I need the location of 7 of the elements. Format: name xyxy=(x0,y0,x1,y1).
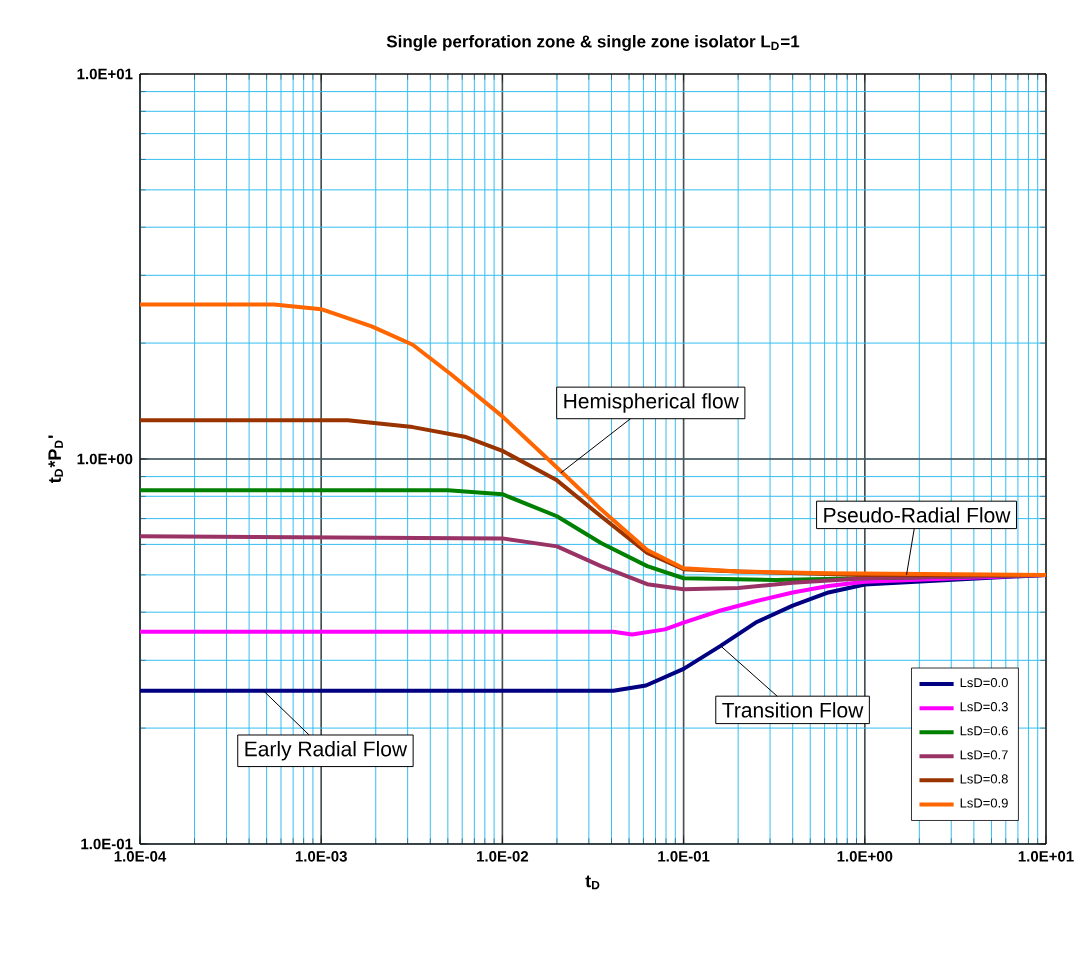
annotation: Hemispherical flow xyxy=(564,393,739,413)
annotation: Early Radial Flow xyxy=(245,740,408,761)
chart-title: Single perforation zone & single zone isolator L$_{D}$=1 xyxy=(386,35,800,51)
y-axis-title: t$_{D}$*P$_{D}$' xyxy=(48,435,63,484)
annotation: Transition Flow xyxy=(722,702,864,718)
annotation: Pseudo-Radial Flow xyxy=(824,507,1011,523)
x-axis-title: t$_{D}$ xyxy=(585,875,600,890)
